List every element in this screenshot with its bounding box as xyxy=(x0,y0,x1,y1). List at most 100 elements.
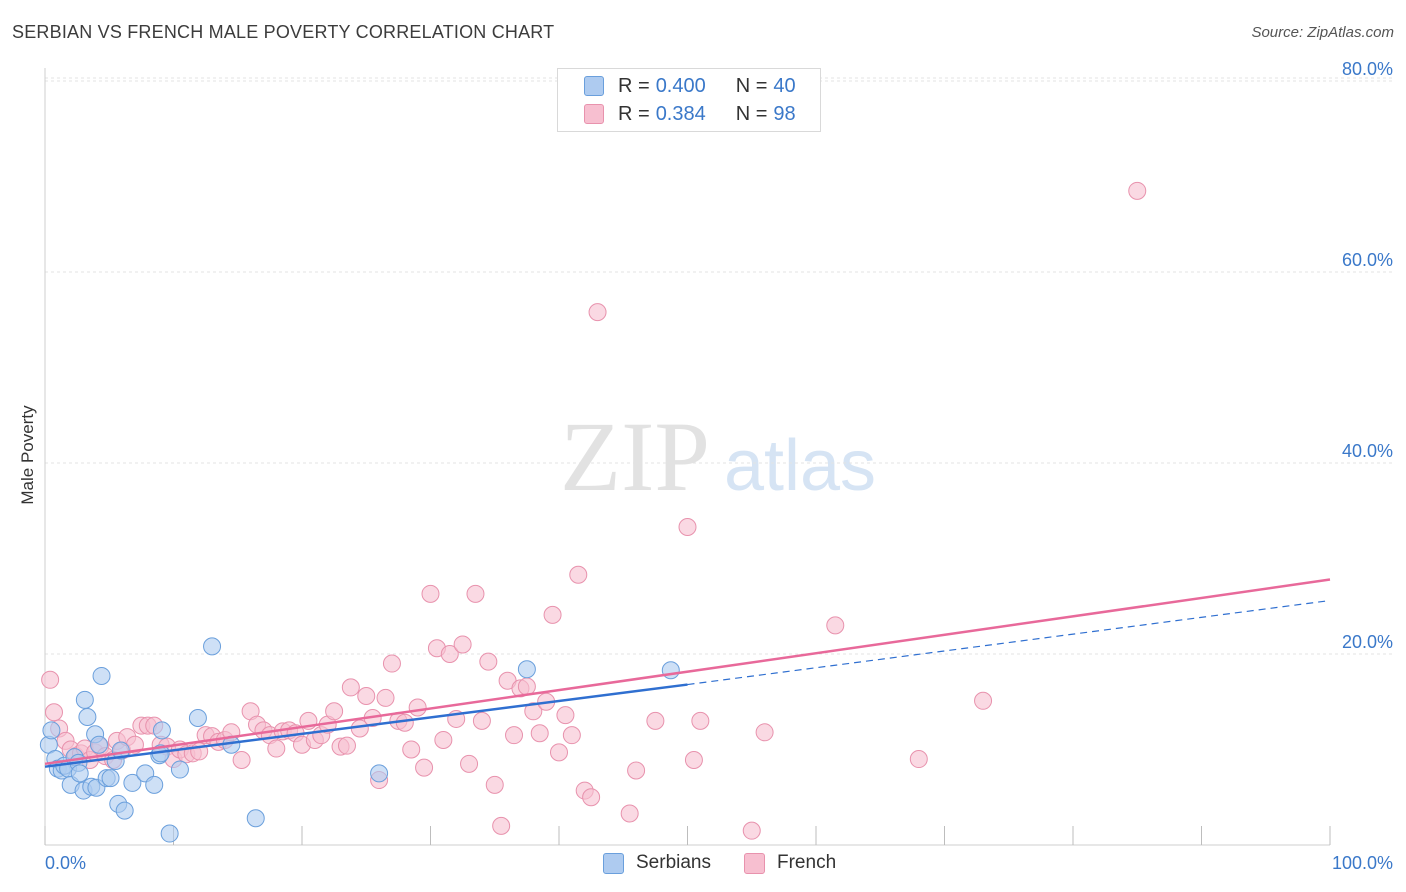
y-tick-label: 20.0% xyxy=(1342,632,1393,652)
french-point xyxy=(543,605,562,624)
french-point xyxy=(517,677,536,696)
serbian-point xyxy=(42,721,61,740)
trend-lines xyxy=(44,578,1331,768)
stats-legend: R = 0.400 N = 40 R = 0.384 N = 98 xyxy=(557,68,821,132)
serbians-legend-swatch xyxy=(603,852,624,874)
french-point xyxy=(460,754,479,773)
serbian-points xyxy=(39,637,680,843)
french-point xyxy=(826,616,845,635)
legend-label: Serbians xyxy=(636,852,711,873)
legend-item-french[interactable]: French xyxy=(744,852,836,874)
serbian-point xyxy=(246,809,265,828)
french-point xyxy=(472,711,491,730)
french-points xyxy=(41,181,1147,840)
serbian-point xyxy=(123,773,142,792)
french-point xyxy=(646,711,665,730)
french-point xyxy=(588,303,607,322)
n-value: 98 xyxy=(773,102,796,125)
y-tick-label: 60.0% xyxy=(1342,250,1393,270)
serbian-point xyxy=(70,764,89,783)
french-point xyxy=(627,761,646,780)
gridlines xyxy=(45,77,1395,655)
n-value: 40 xyxy=(773,74,796,97)
series-legend: Serbians French xyxy=(0,852,1406,878)
serbian-point xyxy=(75,690,94,709)
french-point xyxy=(550,743,568,762)
serbian-point xyxy=(101,769,120,788)
french-trend-line xyxy=(44,578,1331,766)
r-value: 0.400 xyxy=(655,74,706,97)
french-point xyxy=(408,698,427,717)
french-point xyxy=(415,758,434,777)
serbian-point xyxy=(115,801,134,820)
serbian-point xyxy=(203,637,222,656)
french-point xyxy=(395,713,414,732)
french-point xyxy=(556,706,575,725)
french-point xyxy=(421,584,440,603)
french-point xyxy=(620,804,639,823)
french-point xyxy=(357,687,376,706)
stats-row-serbians: R = 0.400 N = 40 xyxy=(558,73,796,99)
r-value: 0.384 xyxy=(655,102,706,125)
source-label: Source: ZipAtlas.com xyxy=(1251,24,1394,41)
serbian-point xyxy=(661,661,680,680)
serbian-trend-line xyxy=(44,683,688,768)
french-point xyxy=(505,726,524,745)
watermark: ZIP atlas xyxy=(560,401,876,512)
french-point xyxy=(341,678,360,697)
n-label: N = xyxy=(735,102,768,125)
french-point xyxy=(402,740,421,759)
french-point xyxy=(755,723,774,742)
stats-row-french: R = 0.384 N = 98 xyxy=(558,101,796,127)
french-legend-swatch xyxy=(744,852,765,874)
y-tick-label: 40.0% xyxy=(1342,441,1393,461)
serbian-point xyxy=(78,708,97,727)
watermark-atlas: atlas xyxy=(724,426,876,506)
french-point xyxy=(569,565,588,584)
legend-item-serbians[interactable]: Serbians xyxy=(603,852,711,874)
french-point xyxy=(485,775,504,794)
serbian-point xyxy=(517,660,536,679)
french-point xyxy=(41,670,60,689)
french-point xyxy=(562,726,581,745)
serbian-trend-extension xyxy=(687,599,1331,686)
r-label: R = xyxy=(618,102,650,125)
serbian-point xyxy=(160,824,179,843)
n-label: N = xyxy=(735,74,768,97)
french-point xyxy=(909,750,928,769)
serbians-swatch xyxy=(584,76,604,96)
y-tick-label: 80.0% xyxy=(1342,59,1393,79)
serbian-point xyxy=(152,721,171,740)
serbian-point xyxy=(145,775,164,794)
french-point xyxy=(267,739,286,758)
french-point xyxy=(453,635,472,654)
r-label: R = xyxy=(618,74,650,97)
serbian-point xyxy=(92,666,111,685)
chart-title: SERBIAN VS FRENCH MALE POVERTY CORRELATI… xyxy=(12,22,555,42)
axes xyxy=(44,68,1331,846)
french-point xyxy=(232,751,251,770)
french-point xyxy=(466,584,485,603)
french-point xyxy=(582,788,601,807)
french-point xyxy=(44,703,63,722)
french-point xyxy=(1128,181,1147,200)
serbian-point xyxy=(188,708,207,727)
french-point xyxy=(691,711,710,730)
french-point xyxy=(530,724,549,743)
french-point xyxy=(492,816,511,835)
french-point xyxy=(434,730,453,749)
x-tick-label: 0.0% xyxy=(45,853,86,873)
x-tick-label: 100.0% xyxy=(1332,853,1393,873)
french-point xyxy=(479,652,498,671)
french-swatch xyxy=(584,104,604,124)
french-point xyxy=(684,751,703,770)
french-point xyxy=(742,821,761,840)
french-point xyxy=(974,691,993,710)
serbian-point xyxy=(370,764,389,783)
french-point xyxy=(376,688,395,707)
french-point xyxy=(678,517,697,536)
tick-labels: 20.0% 40.0% 60.0% 80.0% 0.0% 100.0% xyxy=(45,59,1393,873)
watermark-zip: ZIP xyxy=(560,401,710,512)
french-point xyxy=(524,702,543,721)
